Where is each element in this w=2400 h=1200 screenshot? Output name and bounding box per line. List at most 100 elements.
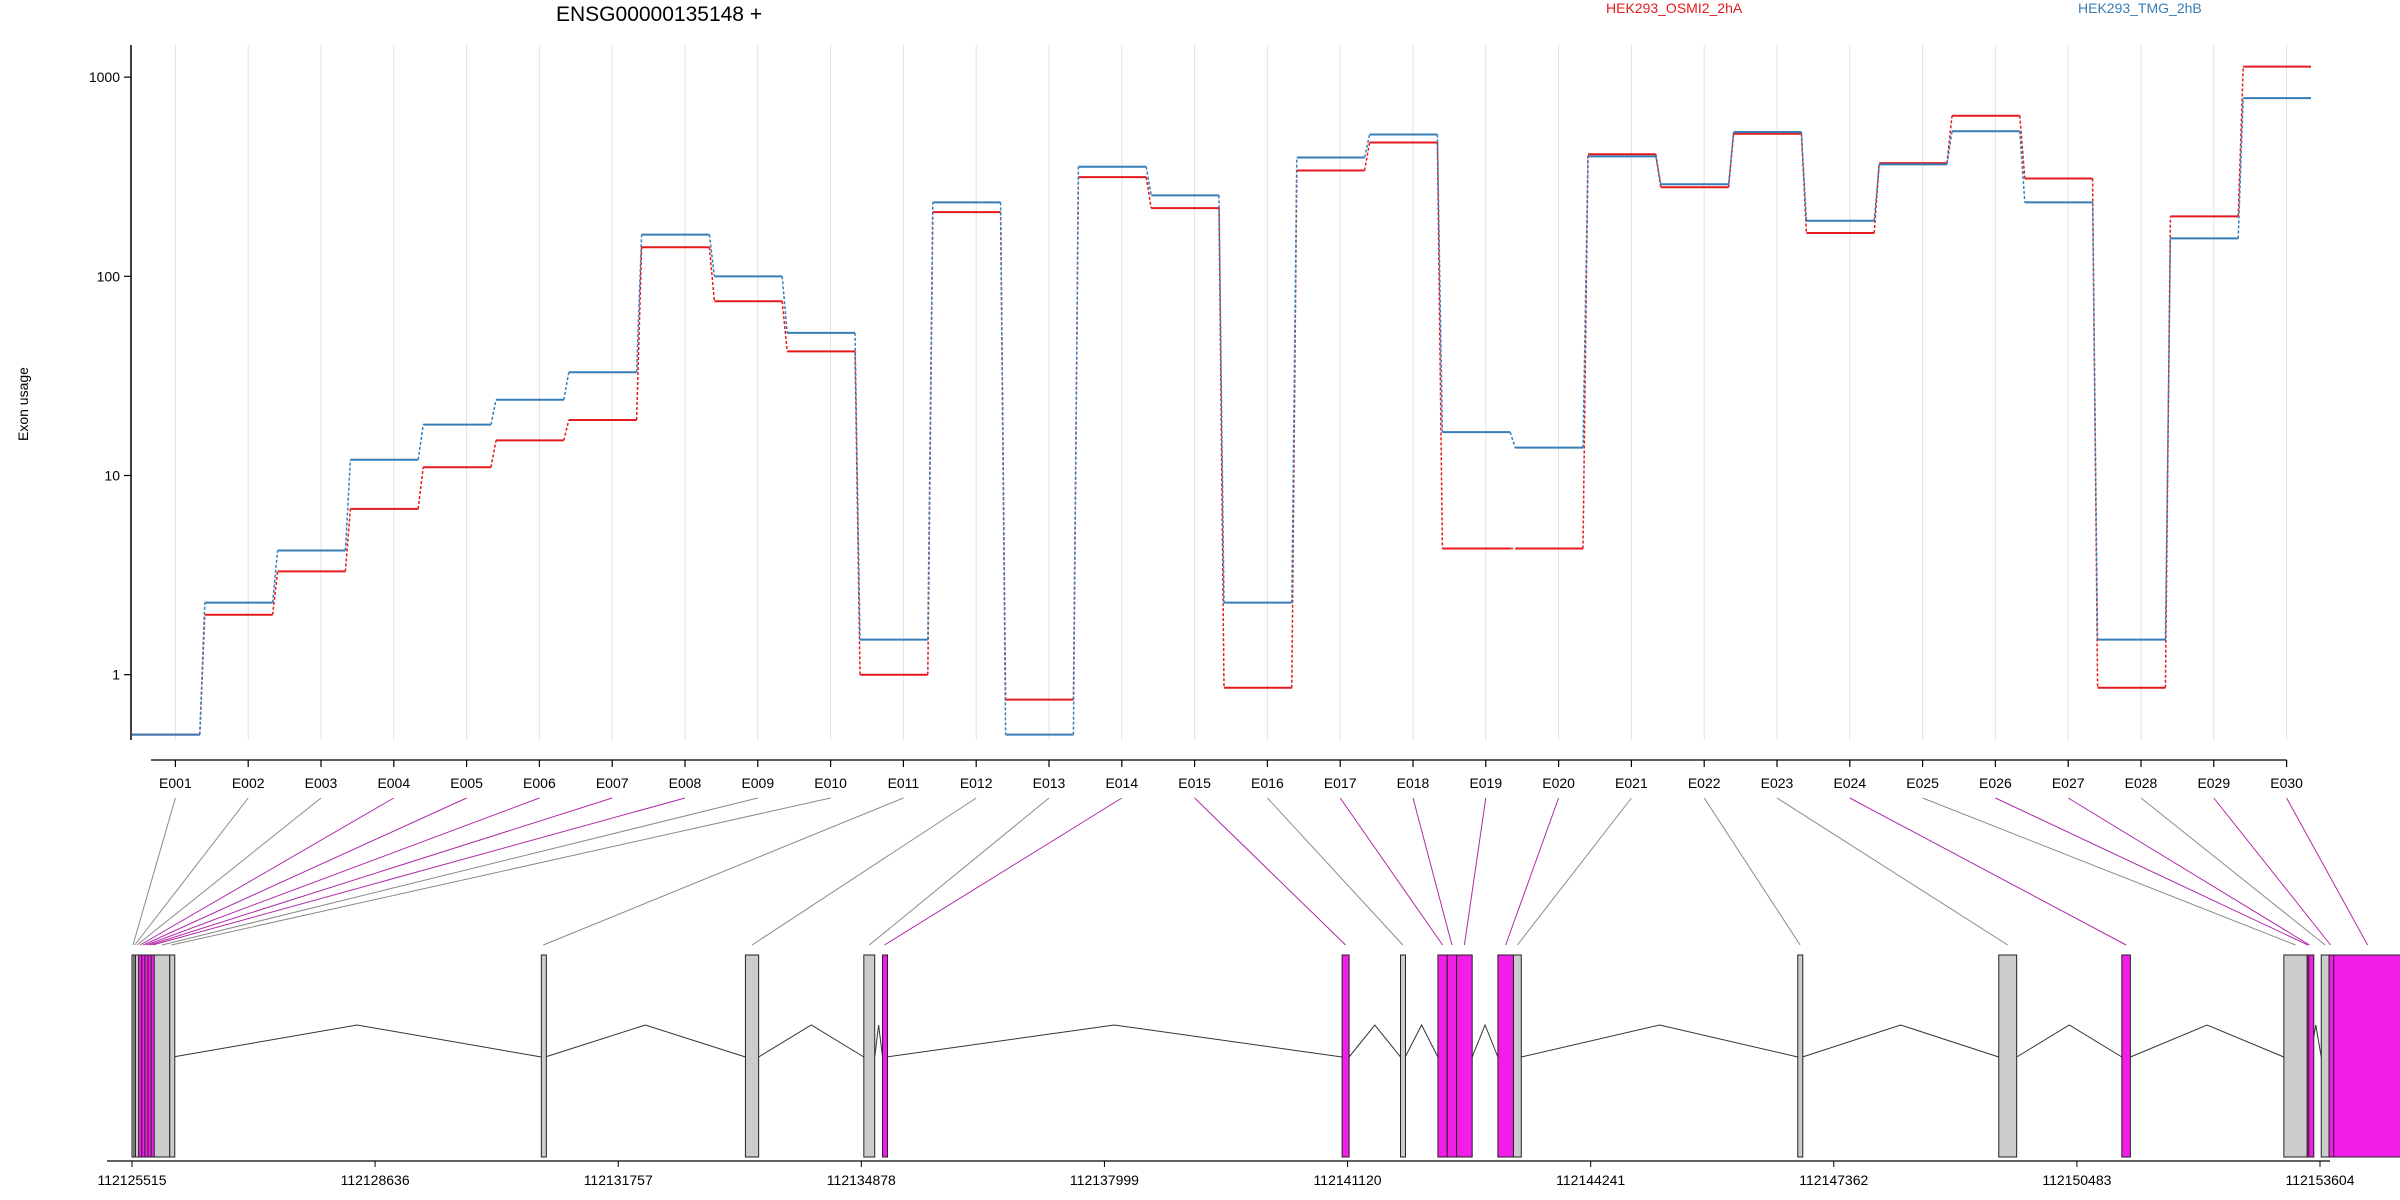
x-tick-label-e015: E015 [1178,775,1211,791]
step-connector [1291,157,1298,603]
exon-box-e019 [1456,954,1473,1158]
exon-box-e017 [1437,954,1448,1158]
connector-e029 [2213,797,2331,946]
exon-box-e022 [1797,954,1804,1158]
step-connector [1800,133,1808,234]
connector-e004 [139,797,395,946]
intron [758,1024,865,1058]
grid-lines [174,45,2288,740]
connector-e010 [171,797,831,946]
connector-e018 [1412,797,1453,946]
connector-e022 [1703,797,1801,946]
step-connector [708,247,716,302]
x-tick-label-e025: E025 [1906,775,1939,791]
coordinate-label: 112141120 [1314,1172,1382,1188]
step-connector [1582,156,1589,448]
exon-box-e015 [1341,954,1350,1158]
connector-e015 [1194,797,1346,946]
coordinate-label: 112150483 [2042,1172,2111,1188]
connector-e026 [1995,797,2309,946]
connector-e024 [1849,797,2127,946]
x-tick-label-e006: E006 [523,775,556,791]
gene-model: 112125515 112128636 112131757 112134878 1121… [97,954,2400,1188]
connector-e019 [1463,797,1487,946]
exon-connectors [132,797,2369,946]
connector-e014 [884,797,1123,946]
connector-e021 [1516,797,1632,946]
step-connector [1582,154,1589,549]
step-connector [344,508,352,572]
x-tick-label-e030: E030 [2270,775,2303,791]
intron [172,1024,542,1058]
exon-box-e025 [2283,954,2308,1158]
x-tick-label-e004: E004 [377,775,410,791]
coordinate-label: 112153604 [2285,1172,2354,1188]
exon-box-e013 [863,954,876,1158]
connector-e023 [1776,797,2008,946]
x-tick-label-e028: E028 [2125,775,2158,791]
exon-box-e011 [540,954,547,1158]
x-tick-label-e010: E010 [814,775,847,791]
x-tick-label-e008: E008 [669,775,702,791]
exon-box-e009 [153,954,171,1158]
exon-box-e014 [882,954,889,1158]
step-connector [1946,115,1953,164]
exon-box-e027 [2308,954,2315,1158]
exon-box-e020 [1497,954,1514,1158]
step-connector [1218,195,1225,603]
x-tick-label-e019: E019 [1469,775,1502,791]
connector-e025 [1922,797,2296,946]
connector-e028 [2140,797,2326,946]
connector-e012 [751,797,977,946]
y-tick-label: 1 [112,667,120,683]
x-tick-label-e003: E003 [305,775,338,791]
exon-box-e030 [2333,954,2400,1158]
step-connector [1509,431,1516,448]
x-tick-label-e026: E026 [1979,775,2012,791]
x-tick-label-e007: E007 [596,775,629,791]
step-connector [1727,133,1735,188]
connector-e003 [136,797,322,946]
connector-e017 [1339,797,1443,946]
step-connector [271,571,279,615]
exon-box-e012 [744,954,760,1158]
coordinate-label: 112134878 [827,1172,896,1188]
connector-e027 [2067,797,2310,946]
step-connector [271,550,279,603]
step-connector [854,332,861,640]
connector-e030 [2286,797,2369,946]
step-connector [2091,202,2099,640]
connector-e011 [543,797,904,946]
step-connector [2237,98,2244,239]
step-connector [199,602,206,735]
step-connector [417,467,424,509]
exon-box-e010 [169,954,176,1158]
x-tick-label-e009: E009 [741,775,774,791]
step-connector [781,301,788,352]
step-connector [708,234,716,277]
y-tick-label: 100 [97,268,121,284]
x-tick-label-e021: E021 [1615,775,1648,791]
coordinate-label: 112125515 [97,1172,166,1188]
step-connector [2237,66,2244,217]
exon-box-e023 [1998,954,2018,1158]
x-tick-label-e018: E018 [1397,775,1430,791]
step-connector [344,459,352,551]
intron [1802,1024,1999,1058]
step-connector [1363,134,1371,158]
step-connector [781,276,788,333]
intron [1404,1023,1439,1058]
x-tick-label-e001: E001 [159,775,192,791]
x-tick-label-e022: E022 [1688,775,1721,791]
connector-e001 [132,797,176,946]
step-connector [635,247,643,421]
x-tick-label-e024: E024 [1833,775,1866,791]
exon-box-e028 [2320,954,2330,1158]
step-connector [1291,170,1298,688]
x-tick-label-e023: E023 [1761,775,1794,791]
x-tick-label-e005: E005 [450,775,483,791]
step-connector [563,419,570,441]
y-axis: 1 10 100 1000 [89,45,132,740]
step-connector [1072,166,1080,735]
